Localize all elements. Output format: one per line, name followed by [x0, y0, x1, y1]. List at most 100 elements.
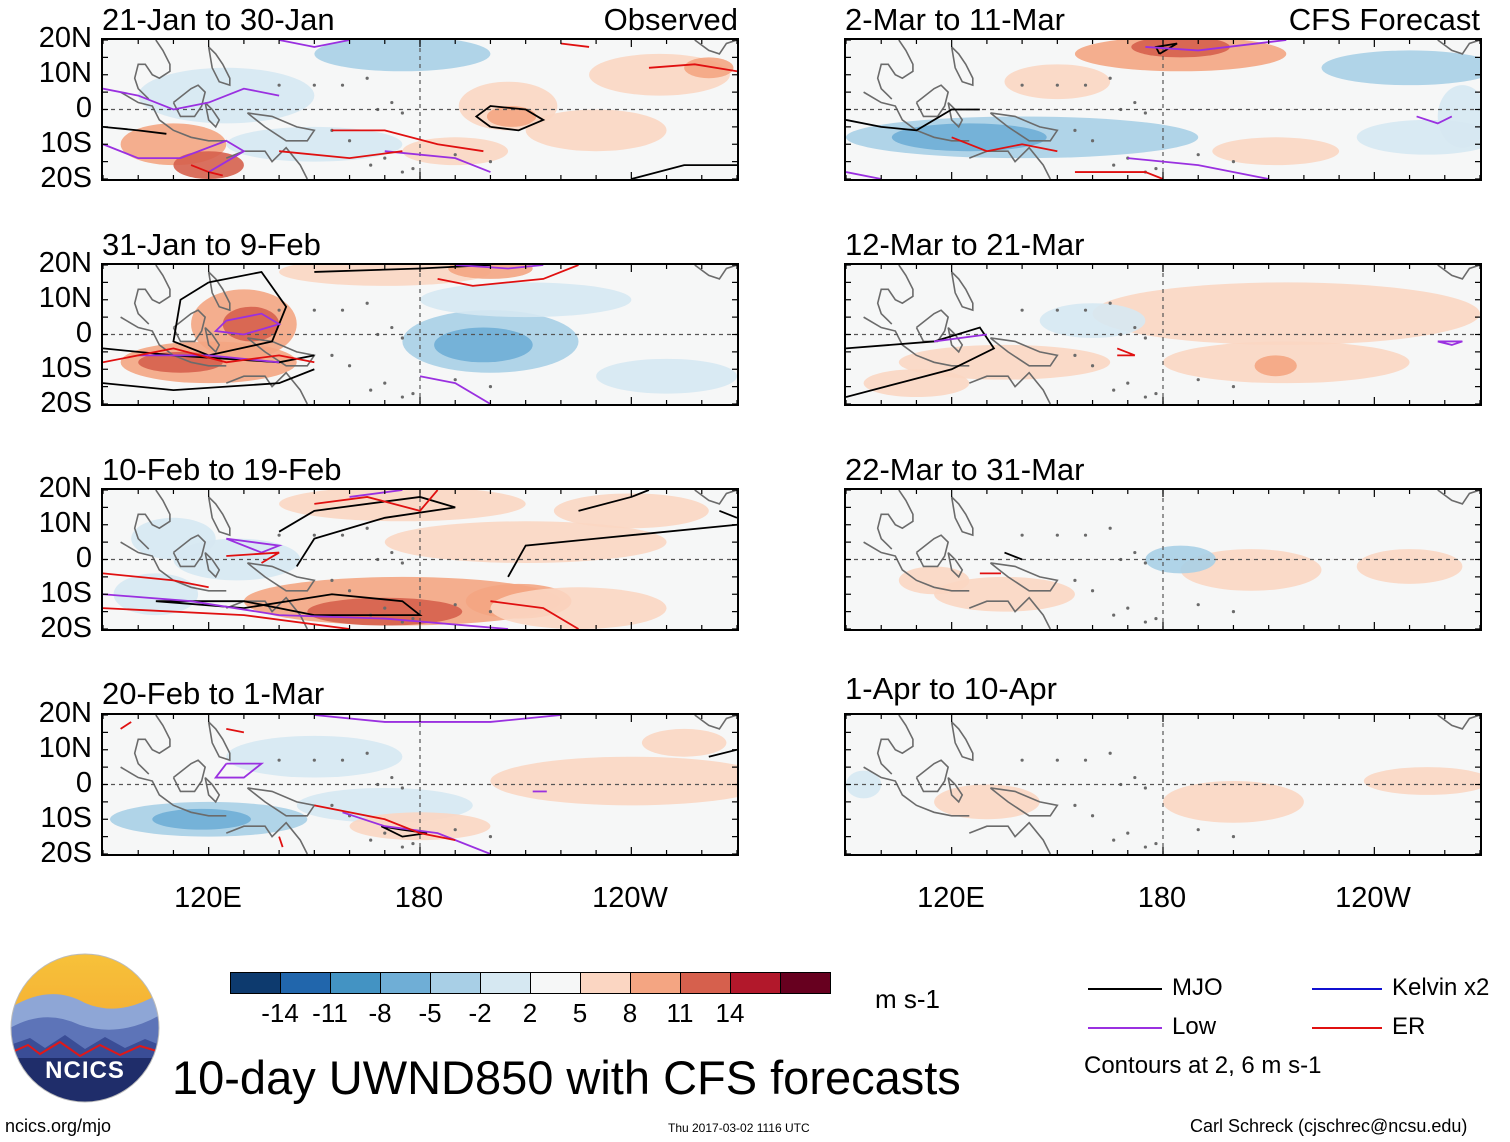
x-tick-label: 180 — [394, 882, 444, 914]
wave-contour — [380, 825, 428, 838]
coastline — [207, 46, 231, 87]
wave-contour — [279, 150, 403, 160]
island — [453, 378, 457, 382]
island — [340, 758, 345, 762]
coastline — [968, 821, 1052, 854]
legend-swatch-kelvin — [1312, 988, 1382, 990]
anomaly-shading — [1254, 355, 1297, 377]
coastline — [968, 371, 1052, 404]
y-tick-label: 10S — [40, 577, 92, 609]
wave-contour — [1127, 157, 1269, 179]
island — [1108, 751, 1112, 755]
panel-title: 12-Mar to 21-Mar — [845, 227, 1085, 262]
anomaly-map — [103, 490, 737, 629]
coastline — [694, 715, 737, 730]
map-frame — [844, 263, 1482, 406]
island — [411, 616, 415, 621]
island — [340, 308, 345, 312]
island — [1083, 533, 1088, 537]
coastline — [876, 490, 914, 550]
island — [1143, 620, 1147, 624]
island — [488, 610, 493, 614]
island — [400, 170, 404, 174]
wave-contour — [507, 523, 737, 578]
island — [1143, 561, 1147, 565]
island — [1108, 526, 1112, 530]
y-tick-label: 20S — [40, 837, 92, 869]
legend-swatch-mjo — [1088, 988, 1162, 990]
island — [1108, 76, 1112, 80]
anomaly-shading — [891, 123, 1047, 152]
anomaly-shading — [113, 573, 199, 616]
anomaly-shading — [898, 566, 970, 595]
wave-contour — [349, 490, 403, 498]
island — [1231, 610, 1236, 614]
colorbar-swatch — [480, 972, 531, 994]
panel-title: 2-Mar to 11-Mar — [845, 2, 1065, 37]
colorbar-swatch — [380, 972, 431, 994]
island — [400, 395, 404, 399]
coastline — [947, 551, 964, 579]
anomaly-shading — [596, 358, 737, 394]
coastline — [950, 46, 974, 87]
wave-contour — [226, 728, 245, 734]
map-frame — [101, 488, 739, 631]
island — [1020, 533, 1024, 537]
island — [1133, 325, 1137, 330]
coastline — [876, 265, 914, 325]
island — [277, 308, 281, 312]
wave-contour — [103, 139, 246, 173]
observed-label: Observed — [603, 2, 738, 37]
legend-swatch-low — [1088, 1027, 1162, 1029]
colorbar-swatch — [780, 972, 831, 994]
island — [1154, 391, 1158, 396]
legend-label-kelvin: Kelvin x2 — [1392, 974, 1490, 1001]
island — [277, 83, 281, 87]
y-tick-label: 20N — [38, 22, 92, 54]
footer-url[interactable]: ncics.org/mjo — [5, 1116, 112, 1136]
map-frame — [101, 263, 739, 406]
anomaly-shading — [307, 597, 463, 626]
wave-contour — [846, 326, 996, 398]
wave-contour — [138, 354, 280, 364]
wave-contour — [103, 347, 315, 364]
colorbar-tick-label: -2 — [468, 998, 492, 1028]
coastline — [207, 721, 231, 762]
y-tick-label: 10N — [38, 507, 92, 539]
anomaly-shading — [226, 735, 403, 778]
island — [390, 550, 394, 555]
y-tick-label: 20N — [38, 697, 92, 729]
anomaly-shading — [384, 521, 667, 563]
island — [390, 325, 394, 330]
anomaly-shading — [1145, 545, 1216, 574]
y-tick-label: 20N — [38, 472, 92, 504]
island — [1020, 308, 1024, 312]
island — [1133, 550, 1137, 555]
coastline — [989, 787, 1059, 817]
colorbar-tick-label: 8 — [622, 998, 638, 1028]
anomaly-shading — [525, 109, 667, 152]
anomaly-map — [846, 715, 1480, 854]
wave-contour — [278, 40, 350, 48]
legend-label-low: Low — [1172, 1013, 1217, 1040]
island — [1231, 835, 1236, 839]
island — [400, 786, 404, 790]
island — [411, 166, 415, 171]
island — [488, 385, 493, 389]
island — [1196, 378, 1200, 382]
coastline — [225, 371, 309, 404]
anomaly-shading — [420, 282, 632, 318]
anomaly-shading — [490, 587, 667, 629]
coastline — [950, 271, 974, 312]
island — [347, 139, 352, 143]
chart-title: 10-day UWND850 with CFS forecasts — [172, 1051, 961, 1104]
ncics-logo: NCICS — [10, 953, 160, 1103]
island — [1143, 336, 1147, 340]
colorbar-units: m s-1 — [875, 984, 940, 1014]
island — [383, 381, 387, 385]
anomaly-shading — [173, 151, 244, 179]
island — [1083, 758, 1088, 762]
island — [1073, 803, 1077, 807]
panel-title: 10-Feb to 19-Feb — [102, 452, 342, 487]
anomaly-shading — [486, 106, 537, 127]
